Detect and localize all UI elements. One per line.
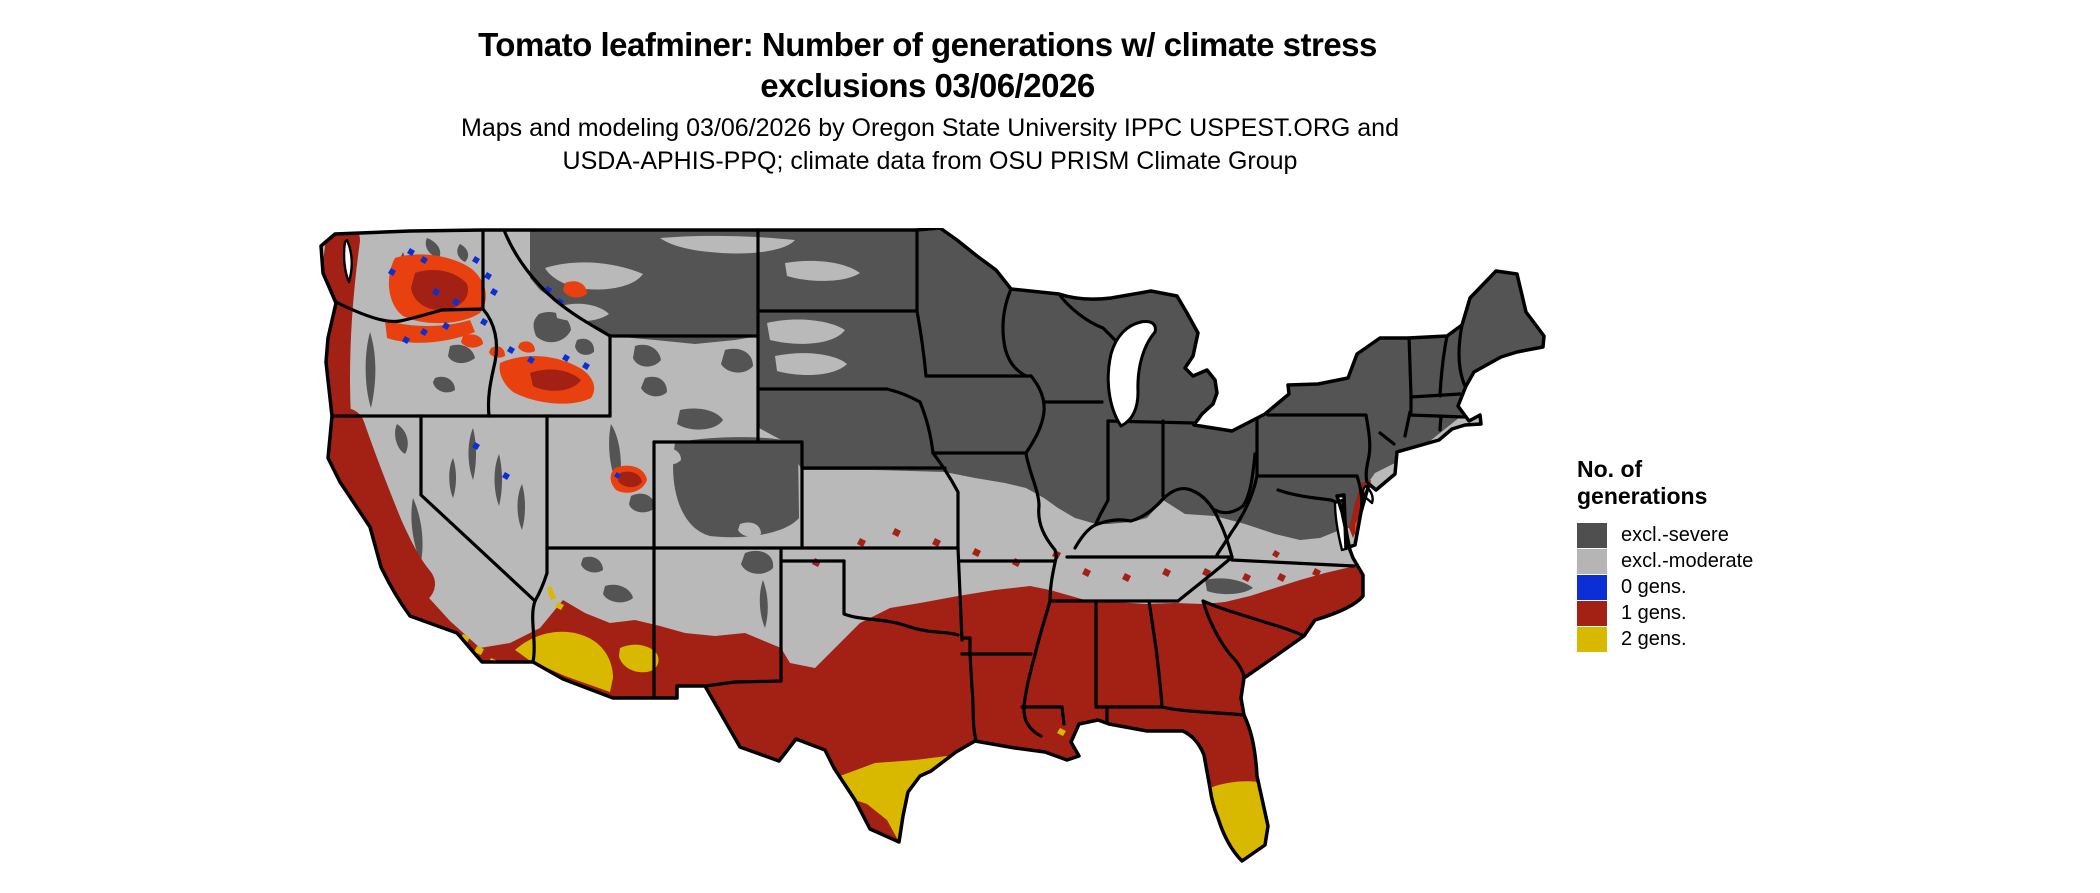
map-region-moderate-patches <box>545 235 860 537</box>
map-legend: No. of generations excl.-severe excl.-mo… <box>1577 456 1897 652</box>
legend-label-0-gens: 0 gens. <box>1621 575 1687 598</box>
legend-title: No. of generations <box>1577 456 1897 510</box>
legend-swatch-excl-moderate <box>1577 548 1607 574</box>
subtitle-line-2: USDA-APHIS-PPQ; climate data from OSU PR… <box>562 147 1298 175</box>
legend-items: excl.-severe excl.-moderate 0 gens. 1 ge… <box>1577 522 1897 652</box>
legend-row-excl-moderate: excl.-moderate <box>1577 548 1897 574</box>
legend-label-1-gens: 1 gens. <box>1621 601 1687 624</box>
legend-swatch-0-gens <box>1577 574 1607 600</box>
legend-swatch-2-gens <box>1577 626 1607 652</box>
us-map-svg <box>319 226 1546 863</box>
legend-swatch-1-gens <box>1577 600 1607 626</box>
lake-michigan <box>1106 320 1157 428</box>
legend-row-2-gens: 2 gens. <box>1577 626 1897 652</box>
legend-row-excl-severe: excl.-severe <box>1577 522 1897 548</box>
legend-swatch-excl-severe <box>1577 522 1607 548</box>
legend-label-excl-severe: excl.-severe <box>1621 523 1729 546</box>
puget-sound <box>342 238 353 284</box>
page-title: Tomato leafminer: Number of generations … <box>0 24 1855 106</box>
title-line-1: Tomato leafminer: Number of generations … <box>478 26 1377 63</box>
us-generations-map <box>315 226 1560 888</box>
state-borders <box>330 228 1467 742</box>
title-line-2: exclusions 03/06/2026 <box>760 67 1095 104</box>
legend-label-2-gens: 2 gens. <box>1621 627 1687 650</box>
legend-row-0-gens: 0 gens. <box>1577 574 1897 600</box>
legend-label-excl-moderate: excl.-moderate <box>1621 549 1754 572</box>
subtitle-line-1: Maps and modeling 03/06/2026 by Oregon S… <box>461 114 1399 142</box>
legend-row-1-gens: 1 gens. <box>1577 600 1897 626</box>
map-attribution: Maps and modeling 03/06/2026 by Oregon S… <box>0 112 1860 178</box>
legend-title-line-2: generations <box>1577 483 1708 509</box>
us-outline <box>319 226 1546 863</box>
legend-title-line-1: No. of <box>1577 456 1643 482</box>
